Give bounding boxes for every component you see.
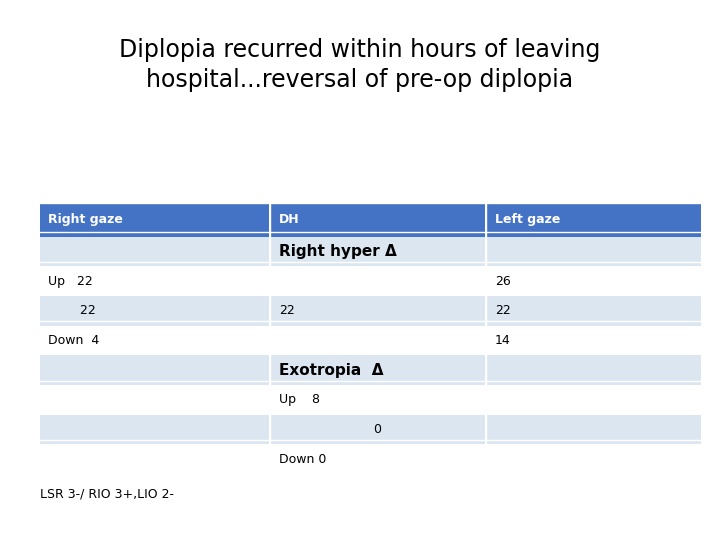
Bar — [270, 202, 485, 237]
Bar — [486, 266, 701, 296]
Bar — [270, 237, 485, 266]
Text: 26: 26 — [495, 274, 510, 288]
Bar — [40, 326, 269, 355]
Bar — [270, 266, 485, 296]
Text: 22: 22 — [495, 304, 510, 318]
Text: Down 0: Down 0 — [279, 453, 326, 466]
Text: Up   22: Up 22 — [48, 274, 93, 288]
Bar — [486, 355, 701, 385]
Bar — [486, 296, 701, 326]
Text: Diplopia recurred within hours of leaving
hospital...reversal of pre-op diplopia: Diplopia recurred within hours of leavin… — [120, 38, 600, 92]
Text: Up    8: Up 8 — [279, 393, 320, 407]
Text: 22: 22 — [279, 304, 294, 318]
Text: DH: DH — [279, 213, 300, 226]
Bar — [270, 296, 485, 326]
Bar — [486, 415, 701, 444]
Bar — [40, 444, 269, 474]
Bar — [270, 326, 485, 355]
Bar — [40, 296, 269, 326]
Text: Right gaze: Right gaze — [48, 213, 123, 226]
Bar — [40, 237, 269, 266]
Bar — [270, 355, 485, 385]
Bar — [486, 444, 701, 474]
Bar — [270, 444, 485, 474]
Text: 22: 22 — [48, 304, 96, 318]
Text: LSR 3-/ RIO 3+,LIO 2-: LSR 3-/ RIO 3+,LIO 2- — [40, 488, 174, 501]
Text: Left gaze: Left gaze — [495, 213, 560, 226]
Bar — [40, 202, 269, 237]
Bar — [486, 326, 701, 355]
Bar — [270, 415, 485, 444]
Bar — [40, 266, 269, 296]
Bar — [270, 385, 485, 415]
Text: Exotropia  Δ: Exotropia Δ — [279, 363, 383, 377]
Bar — [40, 415, 269, 444]
Bar — [486, 202, 701, 237]
Text: 0: 0 — [373, 423, 382, 436]
Text: 14: 14 — [495, 334, 510, 347]
Bar — [486, 385, 701, 415]
Text: Down  4: Down 4 — [48, 334, 99, 347]
Bar — [40, 385, 269, 415]
Text: Right hyper Δ: Right hyper Δ — [279, 244, 397, 259]
Bar — [40, 355, 269, 385]
Bar — [486, 237, 701, 266]
